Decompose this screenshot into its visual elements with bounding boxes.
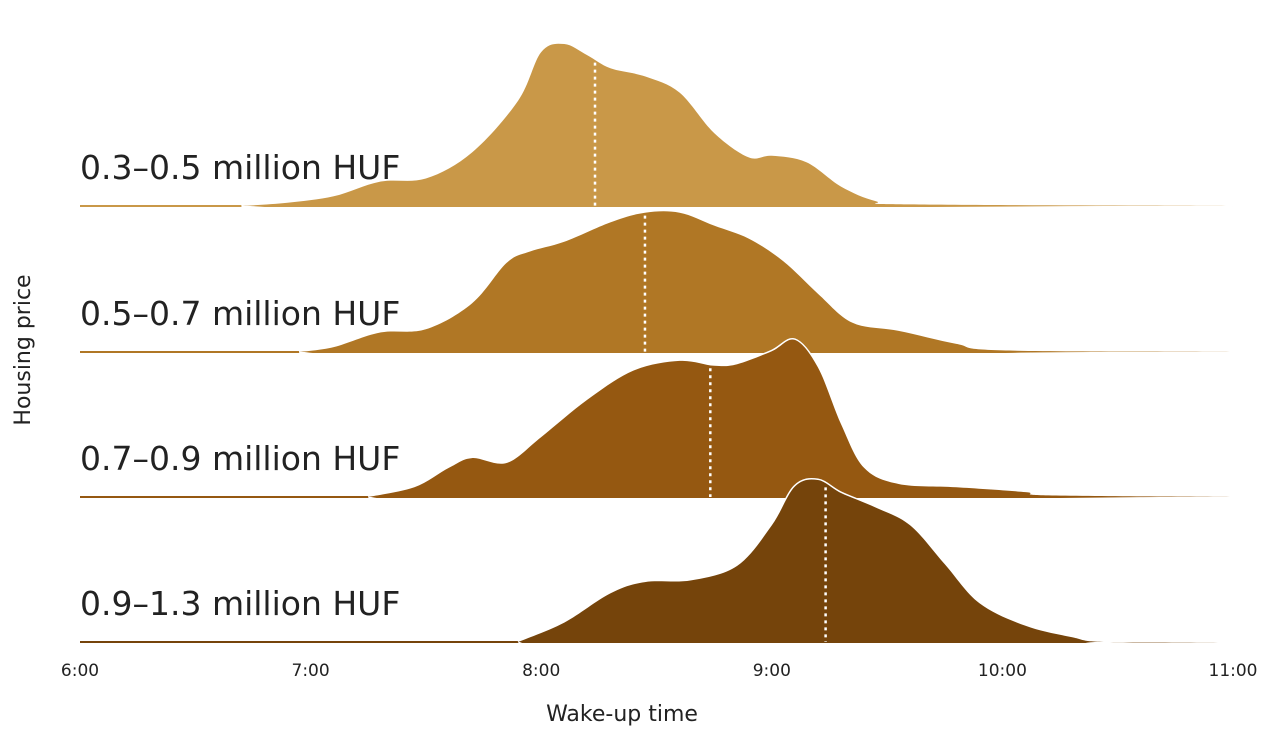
ridge-4 bbox=[80, 477, 1234, 644]
ridges-group bbox=[80, 42, 1234, 644]
x-tick-label: 11:00 bbox=[1209, 661, 1258, 681]
x-axis-title: Wake-up time bbox=[546, 702, 698, 727]
density-area bbox=[241, 43, 1234, 206]
x-tick-label: 7:00 bbox=[292, 661, 330, 681]
x-axis: 6:00 7:00 8:00 9:00 10:00 11:00 bbox=[61, 661, 1258, 681]
density-area bbox=[368, 339, 1233, 497]
ridge-2 bbox=[80, 209, 1234, 354]
x-tick-label: 6:00 bbox=[61, 661, 99, 681]
ridge-labels-group: 0.3–0.5 million HUF 0.5–0.7 million HUF 0.… bbox=[80, 148, 400, 623]
density-area bbox=[299, 211, 1233, 352]
ridge-3 bbox=[80, 337, 1234, 499]
ridge-label: 0.7–0.9 million HUF bbox=[80, 439, 400, 478]
x-tick-label: 9:00 bbox=[753, 661, 791, 681]
ridge-1 bbox=[80, 42, 1234, 208]
x-tick-label: 8:00 bbox=[522, 661, 560, 681]
ridge-label: 0.5–0.7 million HUF bbox=[80, 294, 400, 333]
y-axis-title: Housing price bbox=[11, 274, 36, 425]
ridge-label: 0.3–0.5 million HUF bbox=[80, 148, 400, 187]
x-tick-label: 10:00 bbox=[978, 661, 1027, 681]
density-area bbox=[518, 479, 1233, 643]
ridge-label: 0.9–1.3 million HUF bbox=[80, 584, 400, 623]
